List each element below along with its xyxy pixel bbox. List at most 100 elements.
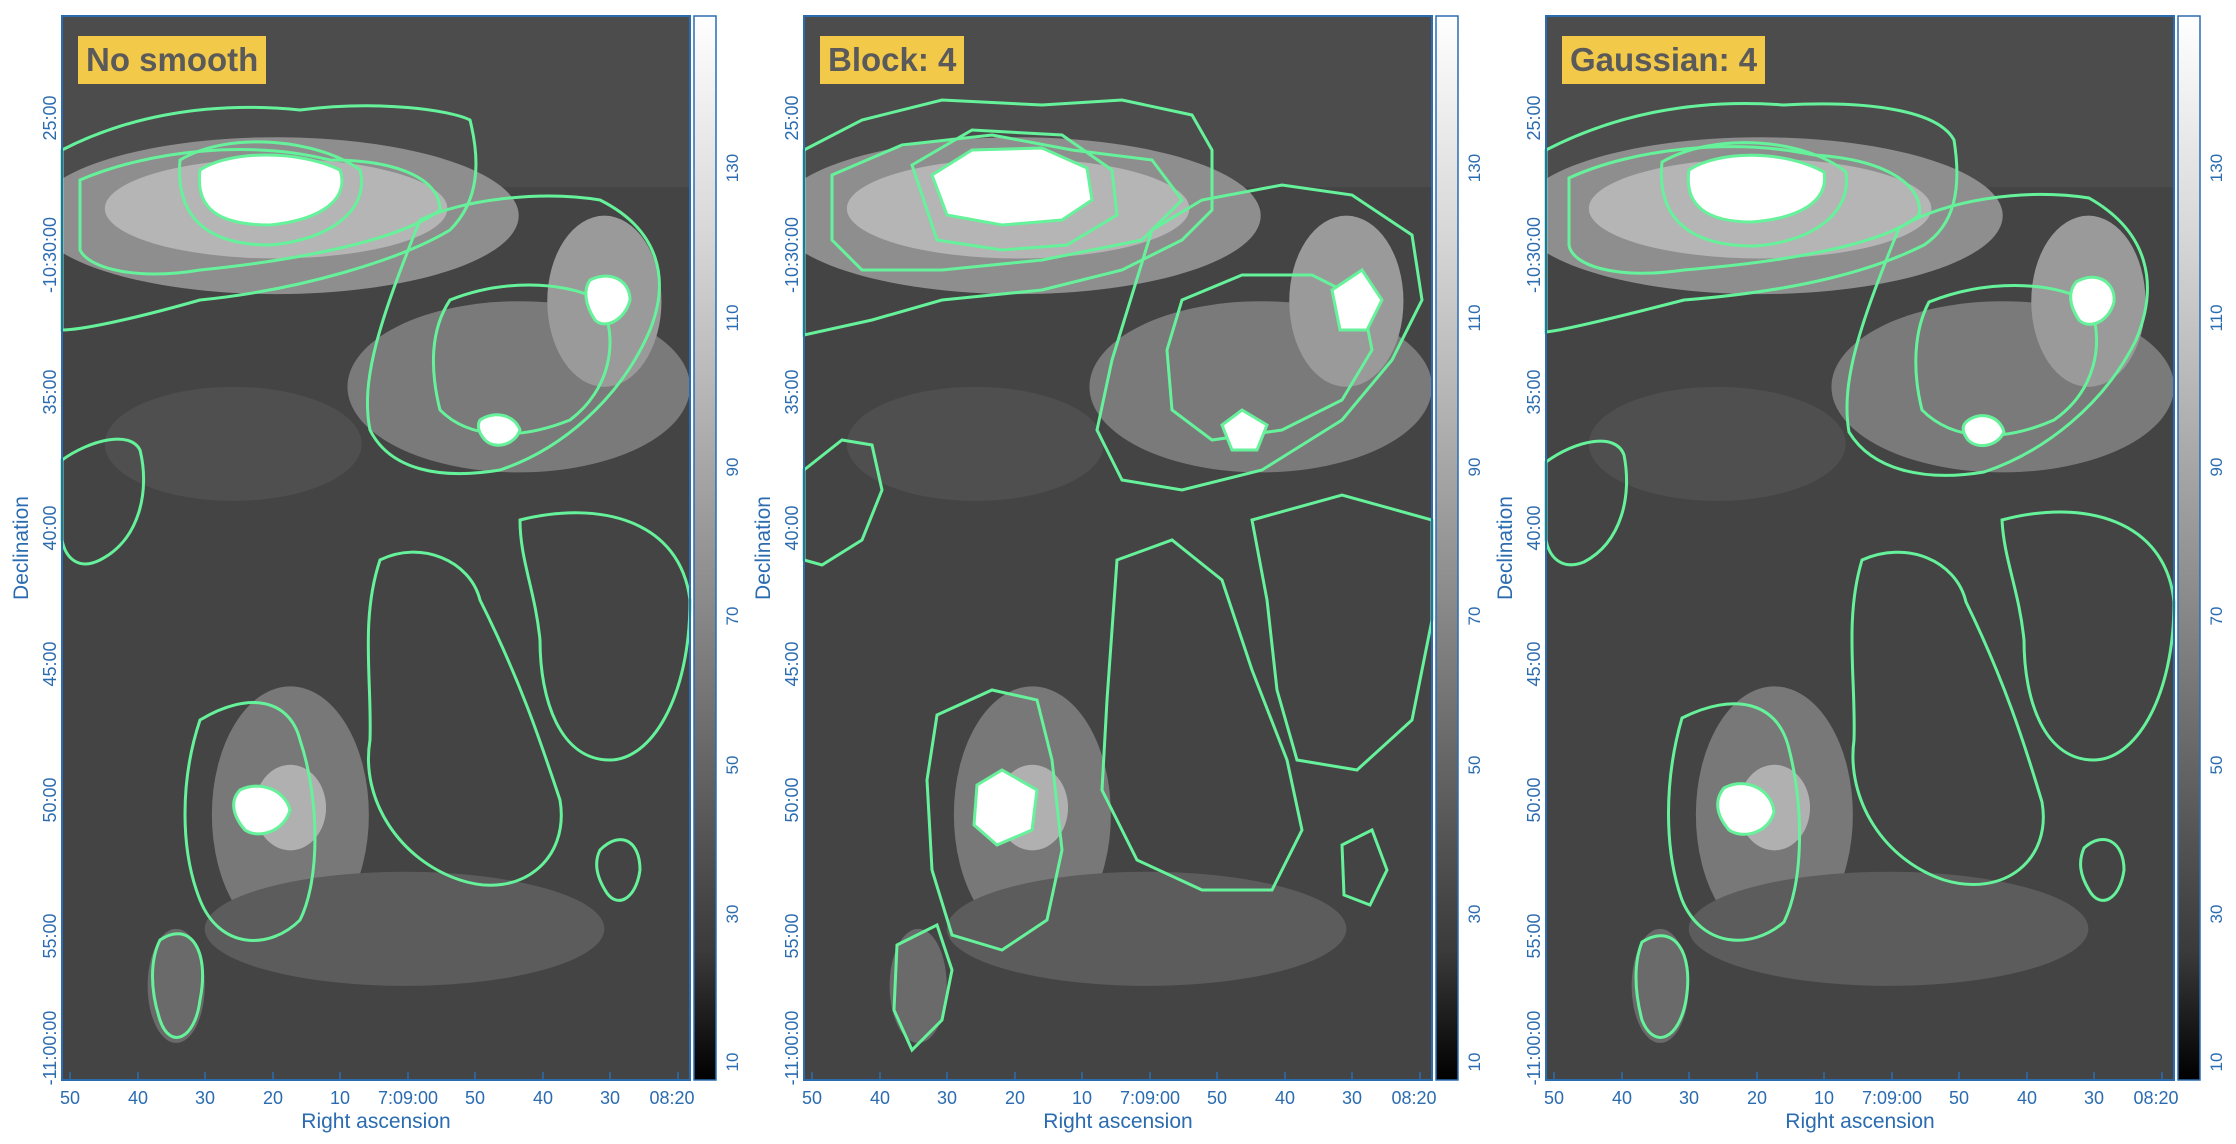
x-tick-label: 40 (2017, 1088, 2037, 1108)
y-tick-label: 35:00 (1524, 369, 1544, 414)
colorbar-tick-label: 110 (723, 304, 742, 331)
y-tick-label: 45:00 (782, 641, 802, 686)
colorbar (693, 15, 717, 1081)
x-tick-label: 20 (1747, 1088, 1767, 1108)
y-tick-label: 40:00 (1524, 505, 1544, 550)
x-tick-label: 40 (1612, 1088, 1632, 1108)
sky-image (804, 16, 1432, 1080)
x-tick-marks (69, 1072, 679, 1080)
x-tick-label: 50 (465, 1088, 485, 1108)
x-tick-label: 30 (937, 1088, 957, 1108)
x-tick-label: 10 (1814, 1088, 1834, 1108)
colorbar-tick-label: 110 (1465, 304, 1484, 331)
panel-no-smooth: 50 40 30 20 10 7:09:00 50 40 30 08:20 Ri… (0, 0, 742, 1144)
colorbar-tick-label: 70 (723, 607, 742, 626)
panel-label: No smooth (78, 36, 267, 85)
y-tick-label: 25:00 (40, 95, 60, 140)
y-axis-title: Declination (752, 496, 775, 600)
panel-gaussian-4: 50 40 30 20 10 7:09:00 50 40 30 08:20 Ri… (1484, 0, 2226, 1144)
colorbar-tick-label: 130 (1465, 154, 1484, 182)
y-tick-label: 50:00 (1524, 777, 1544, 822)
colorbar-tick-label: 50 (1465, 756, 1484, 775)
plot-frame (803, 15, 1433, 1081)
x-tick-label: 30 (2084, 1088, 2104, 1108)
y-tick-label: 40:00 (40, 505, 60, 550)
y-tick-label: 25:00 (782, 95, 802, 140)
x-tick-label: 50 (1949, 1088, 1969, 1108)
x-tick-label: 7:09:00 (378, 1088, 438, 1108)
x-tick-label: 50 (60, 1088, 80, 1108)
x-tick-label: 50 (1544, 1088, 1564, 1108)
y-tick-label: 55:00 (1524, 913, 1544, 958)
plot-no-smooth: 50 40 30 20 10 7:09:00 50 40 30 08:20 Ri… (10, 15, 742, 1133)
x-axis-title: Right ascension (1785, 1110, 1934, 1133)
x-tick-label: 08:20 (2133, 1088, 2178, 1108)
y-tick-label: -11:00:00 (40, 1011, 60, 1086)
plot-gaussian-4: 50 40 30 20 10 7:09:00 50 40 30 08:20 Ri… (1494, 15, 2226, 1133)
y-tick-label: 35:00 (782, 369, 802, 414)
y-tick-label: 55:00 (782, 913, 802, 958)
y-tick-label: 45:00 (40, 641, 60, 686)
colorbar-tick-label: 90 (723, 458, 742, 477)
x-axis-title: Right ascension (1043, 1110, 1192, 1133)
x-tick-label: 40 (128, 1088, 148, 1108)
y-tick-label: 40:00 (782, 505, 802, 550)
colorbar-tick-label: 30 (1465, 905, 1484, 924)
plot-frame (61, 15, 691, 1081)
colorbar-tick-label: 90 (2207, 458, 2226, 477)
y-tick-label: 45:00 (1524, 641, 1544, 686)
x-tick-marks (811, 1072, 1421, 1080)
colorbar-tick-label: 90 (1465, 458, 1484, 477)
colorbar (2177, 15, 2201, 1081)
colorbar-tick-label: 10 (723, 1053, 742, 1072)
plot-frame (1545, 15, 2175, 1081)
contour-lines (60, 104, 692, 1039)
x-tick-label: 10 (1072, 1088, 1092, 1108)
x-tick-label: 7:09:00 (1120, 1088, 1180, 1108)
x-axis-title: Right ascension (301, 1110, 450, 1133)
x-tick-label: 30 (195, 1088, 215, 1108)
y-axis-title: Declination (10, 496, 33, 600)
y-axis-title: Declination (1494, 496, 1517, 600)
x-tick-label: 20 (1005, 1088, 1025, 1108)
colorbar-tick-label: 50 (723, 756, 742, 775)
x-tick-label: 30 (1679, 1088, 1699, 1108)
y-tick-label: 50:00 (782, 777, 802, 822)
plot-block-4: 50 40 30 20 10 7:09:00 50 40 30 08:20 Ri… (752, 15, 1484, 1133)
x-tick-label: 20 (263, 1088, 283, 1108)
colorbar-tick-label: 10 (2207, 1053, 2226, 1072)
panel-block-4: 50 40 30 20 10 7:09:00 50 40 30 08:20 Ri… (742, 0, 1484, 1144)
x-tick-label: 40 (1275, 1088, 1295, 1108)
x-tick-label: 50 (1207, 1088, 1227, 1108)
x-tick-label: 08:20 (1391, 1088, 1436, 1108)
y-tick-label: 55:00 (40, 913, 60, 958)
colorbar-tick-label: 110 (2207, 304, 2226, 331)
colorbar-tick-label: 70 (1465, 607, 1484, 626)
x-tick-label: 7:09:00 (1862, 1088, 1922, 1108)
y-tick-label: -11:00:00 (782, 1011, 802, 1086)
x-tick-label: 30 (1342, 1088, 1362, 1108)
colorbar-tick-label: 70 (2207, 607, 2226, 626)
x-tick-label: 10 (330, 1088, 350, 1108)
x-tick-marks (1553, 1072, 2163, 1080)
x-tick-label: 40 (870, 1088, 890, 1108)
y-tick-label: 25:00 (1524, 95, 1544, 140)
x-tick-label: 50 (802, 1088, 822, 1108)
colorbar-tick-label: 10 (1465, 1053, 1484, 1072)
y-tick-label: -11:00:00 (1524, 1011, 1544, 1086)
panel-label: Block: 4 (820, 36, 965, 85)
colorbar-tick-label: 130 (2207, 154, 2226, 182)
colorbar (1435, 15, 1459, 1081)
colorbar-tick-label: 130 (723, 154, 742, 182)
contour-lines (802, 98, 1434, 1053)
contour-lines (1544, 101, 2176, 1039)
colorbar-tick-label: 30 (2207, 905, 2226, 924)
y-tick-label: -10:30:00 (782, 217, 802, 293)
y-tick-label: -10:30:00 (40, 217, 60, 293)
y-tick-label: 50:00 (40, 777, 60, 822)
x-tick-label: 40 (533, 1088, 553, 1108)
y-tick-label: 35:00 (40, 369, 60, 414)
y-tick-label: -10:30:00 (1524, 217, 1544, 293)
x-tick-label: 30 (600, 1088, 620, 1108)
colorbar-tick-label: 30 (723, 905, 742, 924)
